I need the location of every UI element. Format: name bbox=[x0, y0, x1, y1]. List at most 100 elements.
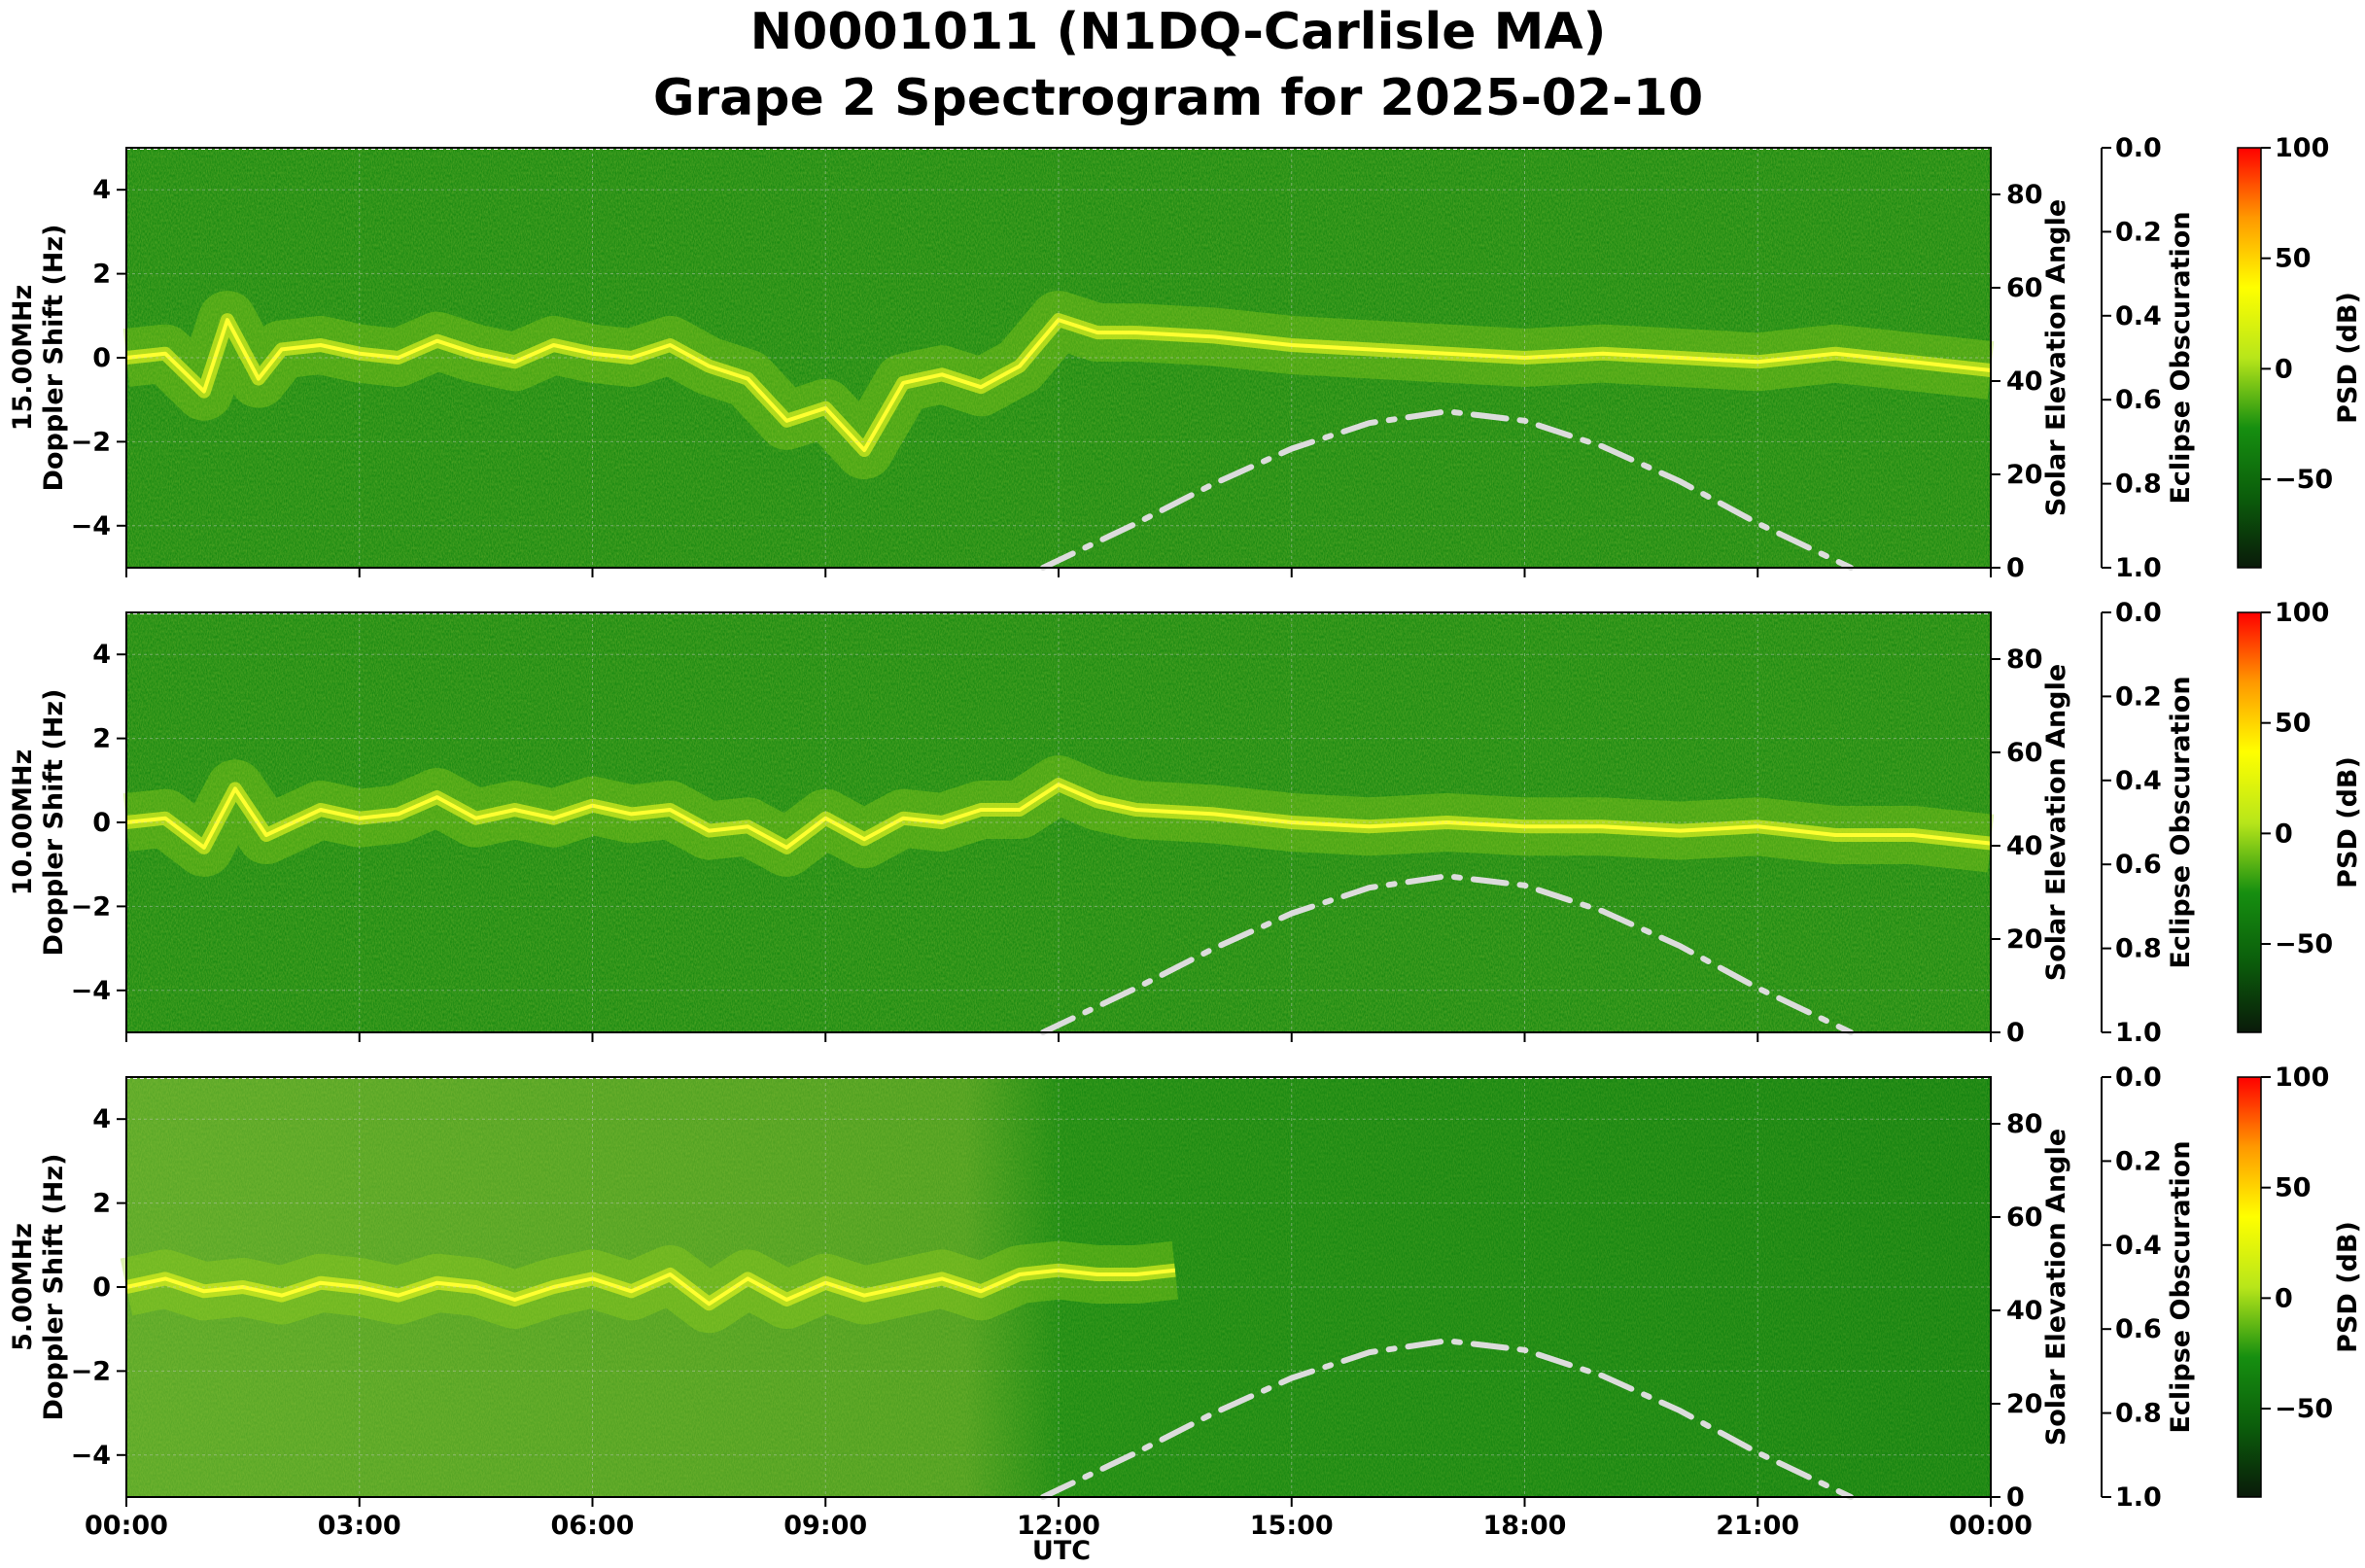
y3-axis-label: Eclipse Obscuration bbox=[2166, 211, 2196, 504]
x-tick-label: 03:00 bbox=[318, 1511, 401, 1541]
colorbar bbox=[2237, 147, 2262, 569]
y3-tick-label: 0.2 bbox=[2115, 681, 2162, 712]
carrier-trace bbox=[125, 318, 1992, 452]
figure-title-line1: N0001011 (N1DQ-Carlisle MA) bbox=[750, 3, 1607, 61]
y-axis-label: Doppler Shift (Hz) bbox=[39, 1154, 69, 1421]
x-tick-label: 00:00 bbox=[85, 1511, 168, 1541]
x-tick-label: 00:00 bbox=[1949, 1511, 2033, 1541]
colorbar-tick-label: 50 bbox=[2275, 244, 2312, 274]
y3-tick-label: 0.8 bbox=[2115, 934, 2162, 964]
y-axis-label: Doppler Shift (Hz) bbox=[39, 689, 69, 957]
y3-tick-label: 0.8 bbox=[2115, 1399, 2162, 1429]
y-tick-label: −2 bbox=[71, 1356, 111, 1386]
panel-5.00MHz: 420−2−45.00MHz Doppler Shift (Hz)80604020… bbox=[8, 1063, 2363, 1541]
y-tick-label: 2 bbox=[92, 260, 111, 290]
y2-tick-label: 0 bbox=[2006, 1482, 2025, 1513]
y2-tick-label: 0 bbox=[2006, 553, 2025, 583]
y3-tick-label: 1.0 bbox=[2115, 553, 2162, 583]
y-tick-label: 2 bbox=[92, 1189, 111, 1219]
colorbar-tick-label: 100 bbox=[2275, 133, 2329, 163]
y2-tick-label: 60 bbox=[2006, 273, 2043, 303]
y3-tick-label: 0.2 bbox=[2115, 1146, 2162, 1176]
y3-tick-label: 0.6 bbox=[2115, 1314, 2162, 1344]
colorbar-tick-label: 0 bbox=[2275, 1283, 2293, 1313]
colorbar-tick-label: 0 bbox=[2275, 819, 2293, 849]
x-tick-label: 06:00 bbox=[551, 1511, 635, 1541]
noise-texture bbox=[126, 612, 1991, 1032]
y-tick-label: 4 bbox=[92, 640, 111, 670]
y2-axis-label: Solar Elevation Angle bbox=[2041, 664, 2071, 981]
figure-title-line2: Grape 2 Spectrogram for 2025-02-10 bbox=[653, 69, 1703, 127]
carrier-trace bbox=[125, 783, 1992, 850]
y2-tick-label: 0 bbox=[2006, 1018, 2025, 1048]
y-tick-label: 2 bbox=[92, 724, 111, 754]
y2-tick-label: 80 bbox=[2006, 1109, 2043, 1139]
y3-tick-label: 1.0 bbox=[2115, 1018, 2162, 1048]
colorbar-tick-label: 50 bbox=[2275, 1173, 2312, 1203]
colorbar-tick-label: 50 bbox=[2275, 709, 2312, 739]
solar-elevation-curve bbox=[1040, 408, 1855, 571]
y-tick-label: 0 bbox=[92, 343, 111, 373]
y3-tick-label: 0.4 bbox=[2115, 301, 2162, 331]
y-tick-label: 4 bbox=[92, 175, 111, 205]
y3-axis-label: Eclipse Obscuration bbox=[2166, 676, 2196, 968]
panel-frequency-label: 10.00MHz bbox=[8, 749, 38, 896]
y2-tick-label: 40 bbox=[2006, 366, 2043, 397]
y-tick-label: −4 bbox=[71, 1441, 111, 1471]
y2-tick-label: 40 bbox=[2006, 831, 2043, 861]
panel-15.00MHz: 420−2−415.00MHz Doppler Shift (Hz)8060402… bbox=[8, 133, 2363, 583]
carrier-trace bbox=[125, 1268, 1176, 1307]
colorbar-tick-label: −50 bbox=[2275, 929, 2333, 959]
y3-tick-label: 0.0 bbox=[2115, 133, 2162, 163]
y-tick-label: 0 bbox=[92, 1272, 111, 1303]
y2-tick-label: 20 bbox=[2006, 924, 2043, 955]
y2-tick-label: 20 bbox=[2006, 460, 2043, 490]
y-axis-label: Doppler Shift (Hz) bbox=[39, 225, 69, 492]
y-tick-label: −2 bbox=[71, 427, 111, 457]
y3-tick-label: 0.2 bbox=[2115, 217, 2162, 247]
x-axis-label: UTC bbox=[1032, 1536, 1091, 1566]
solar-elevation-curve bbox=[1040, 1338, 1855, 1500]
x-tick-label: 09:00 bbox=[783, 1511, 867, 1541]
y-tick-label: −2 bbox=[71, 891, 111, 922]
y-tick-label: 0 bbox=[92, 808, 111, 838]
colorbar-tick-label: 100 bbox=[2275, 598, 2329, 628]
colorbar-label: PSD (dB) bbox=[2333, 756, 2363, 889]
x-tick-label: 12:00 bbox=[1017, 1511, 1100, 1541]
y3-tick-label: 0.0 bbox=[2115, 1063, 2162, 1093]
solar-elevation-curve bbox=[1040, 873, 1855, 1035]
x-tick-label: 15:00 bbox=[1250, 1511, 1334, 1541]
colorbar bbox=[2237, 1076, 2262, 1498]
y-tick-label: −4 bbox=[71, 511, 111, 541]
colorbar-tick-label: −50 bbox=[2275, 1394, 2333, 1424]
y2-tick-label: 40 bbox=[2006, 1296, 2043, 1326]
panels-group: 420−2−415.00MHz Doppler Shift (Hz)8060402… bbox=[8, 133, 2363, 1541]
y3-axis-label: Eclipse Obscuration bbox=[2166, 1140, 2196, 1433]
y3-tick-label: 1.0 bbox=[2115, 1482, 2162, 1513]
y2-tick-label: 60 bbox=[2006, 1202, 2043, 1233]
colorbar bbox=[2237, 611, 2262, 1033]
y3-tick-label: 0.8 bbox=[2115, 470, 2162, 500]
panel-frequency-label: 15.00MHz bbox=[8, 285, 38, 432]
y3-tick-label: 0.0 bbox=[2115, 598, 2162, 628]
y3-tick-label: 0.4 bbox=[2115, 766, 2162, 796]
y2-tick-label: 80 bbox=[2006, 180, 2043, 210]
y3-tick-label: 0.6 bbox=[2115, 850, 2162, 880]
colorbar-label: PSD (dB) bbox=[2333, 292, 2363, 424]
y2-tick-label: 60 bbox=[2006, 738, 2043, 768]
y-tick-label: 4 bbox=[92, 1104, 111, 1134]
y3-tick-label: 0.4 bbox=[2115, 1231, 2162, 1261]
colorbar-tick-label: 0 bbox=[2275, 354, 2293, 384]
y2-axis-label: Solar Elevation Angle bbox=[2041, 199, 2071, 516]
y3-tick-label: 0.6 bbox=[2115, 385, 2162, 415]
colorbar-tick-label: −50 bbox=[2275, 465, 2333, 495]
x-tick-label: 18:00 bbox=[1483, 1511, 1567, 1541]
colorbar-label: PSD (dB) bbox=[2333, 1221, 2363, 1353]
y2-axis-label: Solar Elevation Angle bbox=[2041, 1129, 2071, 1446]
x-tick-label: 21:00 bbox=[1716, 1511, 1799, 1541]
y-tick-label: −4 bbox=[71, 976, 111, 1006]
panel-frequency-label: 5.00MHz bbox=[8, 1223, 38, 1351]
y2-tick-label: 20 bbox=[2006, 1389, 2043, 1419]
panel-10.00MHz: 420−2−410.00MHz Doppler Shift (Hz)8060402… bbox=[8, 598, 2363, 1048]
